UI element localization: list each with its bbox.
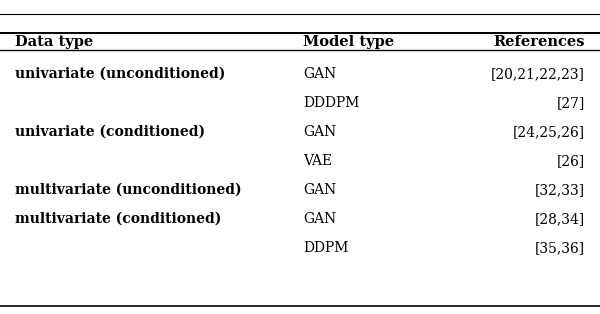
Text: [20,21,22,23]: [20,21,22,23] [491, 67, 585, 81]
Text: References: References [493, 35, 585, 49]
Text: univariate (unconditioned): univariate (unconditioned) [15, 67, 226, 81]
Text: Data type: Data type [15, 35, 93, 49]
Text: [26]: [26] [557, 154, 585, 168]
Text: [27]: [27] [557, 96, 585, 110]
Text: [28,34]: [28,34] [535, 212, 585, 226]
Text: multivariate (unconditioned): multivariate (unconditioned) [15, 183, 242, 197]
Text: GAN: GAN [303, 183, 336, 197]
Text: GAN: GAN [303, 67, 336, 81]
Text: [32,33]: [32,33] [535, 183, 585, 197]
Text: VAE: VAE [303, 154, 332, 168]
Text: DDDPM: DDDPM [303, 96, 359, 110]
Text: univariate (conditioned): univariate (conditioned) [15, 125, 205, 139]
Text: DDPM: DDPM [303, 241, 349, 255]
Text: [24,25,26]: [24,25,26] [513, 125, 585, 139]
Text: Model type: Model type [303, 35, 394, 49]
Text: GAN: GAN [303, 212, 336, 226]
Text: [35,36]: [35,36] [535, 241, 585, 255]
Text: GAN: GAN [303, 125, 336, 139]
Text: multivariate (conditioned): multivariate (conditioned) [15, 212, 221, 226]
